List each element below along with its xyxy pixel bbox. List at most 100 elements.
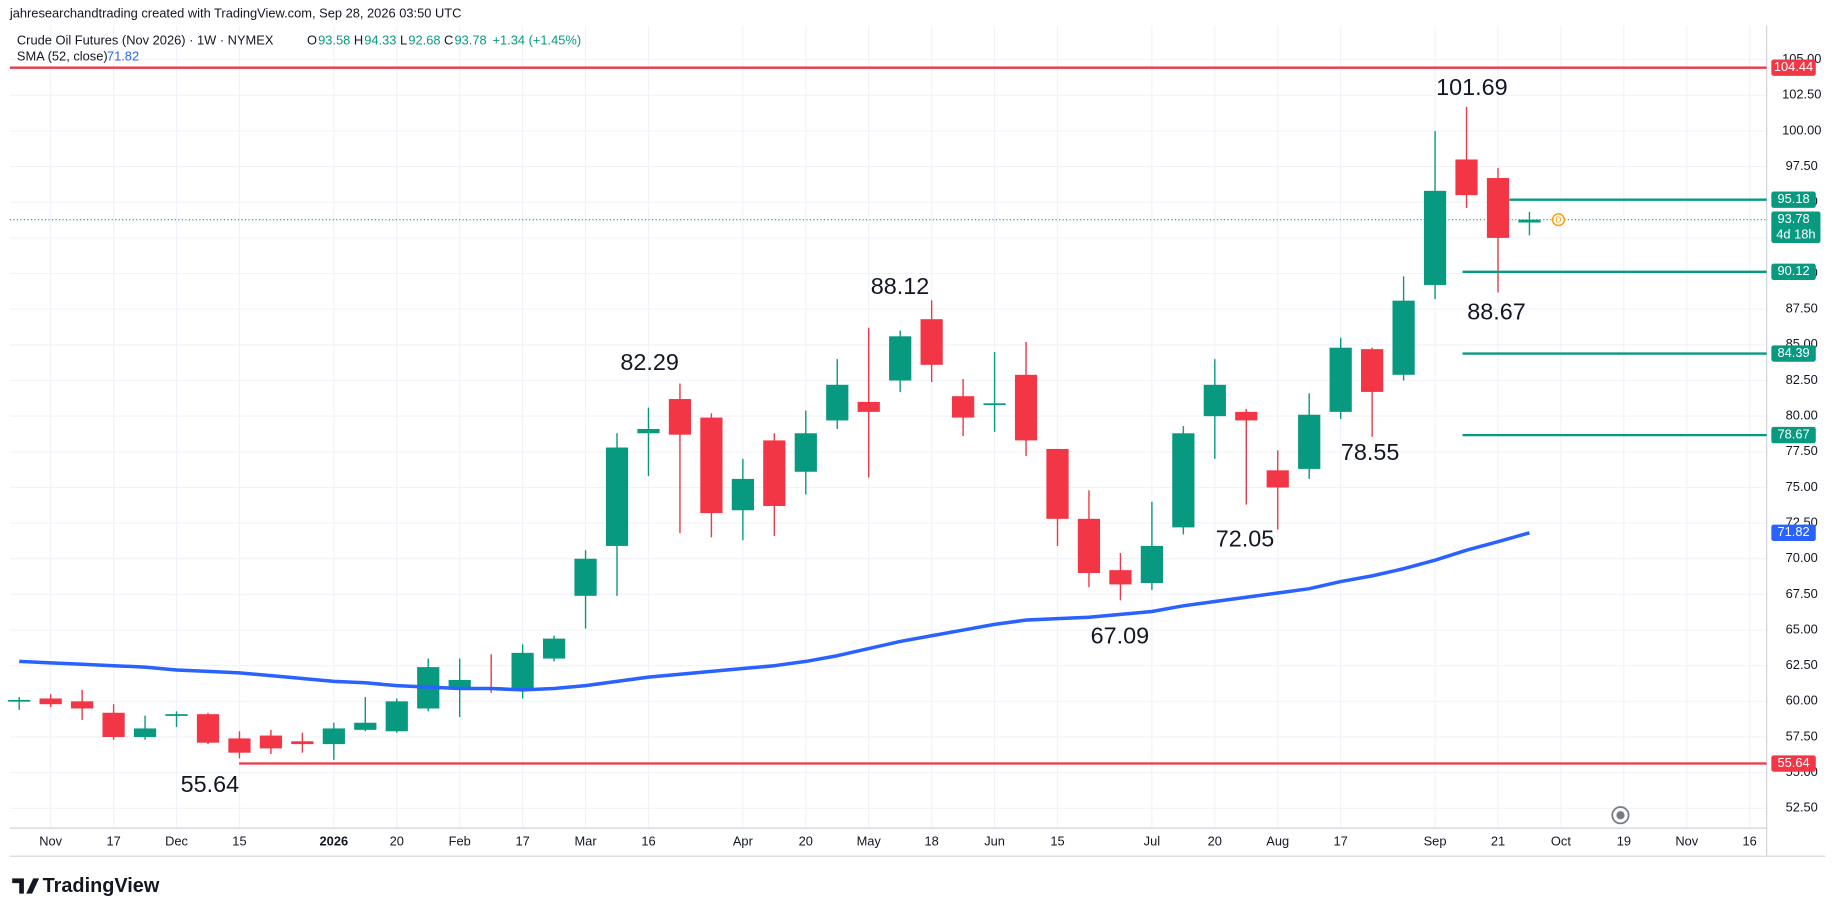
candle-body	[763, 440, 786, 506]
legend-key: L	[400, 32, 407, 47]
legend-key: C	[444, 32, 453, 47]
price-badge-label: 90.12	[1777, 263, 1809, 278]
candle-body	[1518, 219, 1541, 223]
last-price-badge	[1771, 211, 1821, 244]
candle-body	[1361, 349, 1384, 392]
x-tick-label: Apr	[733, 834, 754, 849]
candle-body	[448, 679, 471, 688]
price-annotation: 88.12	[871, 273, 929, 299]
candle-body	[259, 735, 283, 749]
candle-body	[1298, 414, 1321, 469]
price-annotation: 88.67	[1467, 299, 1526, 325]
candle-body	[1486, 178, 1510, 238]
sma-badge	[1771, 524, 1816, 541]
last-price-label: 93.78	[1777, 211, 1809, 226]
logo-text: TradingView	[43, 875, 160, 897]
candle-body	[731, 478, 754, 511]
price-badge	[1771, 191, 1816, 208]
candle-body	[1329, 347, 1352, 412]
x-tick-label: 16	[1743, 834, 1757, 849]
price-annotation: 72.05	[1216, 526, 1275, 552]
price-badge	[1771, 426, 1816, 444]
candle-body	[1266, 470, 1289, 488]
candle-body	[1172, 433, 1195, 528]
candle-body	[511, 652, 534, 690]
price-badge-label: 78.67	[1777, 427, 1809, 442]
legend-value: 93.78	[454, 32, 486, 47]
price-annotation: 55.64	[181, 771, 240, 797]
x-tick-label: 17	[515, 834, 529, 849]
candle-body	[889, 336, 912, 381]
plot	[8, 106, 1767, 760]
candle-body	[1109, 570, 1132, 585]
y-tick-label: 77.50	[1786, 443, 1818, 458]
candle-body	[291, 741, 314, 745]
candle-body	[1392, 300, 1415, 375]
y-tick-label: 60.00	[1786, 693, 1818, 708]
candle-body	[1140, 545, 1164, 583]
candle-body	[354, 722, 377, 730]
event-marker-label: D	[1556, 215, 1562, 224]
candle-body	[1077, 518, 1101, 574]
y-tick-label: 67.50	[1786, 586, 1818, 601]
y-tick-label: 100.00	[1782, 122, 1821, 137]
price-badge	[1771, 59, 1816, 76]
candle-body	[1235, 411, 1258, 421]
countdown: 4d 18h	[1776, 226, 1815, 241]
y-tick-label: 62.50	[1786, 657, 1818, 672]
y-tick-label: 97.50	[1786, 158, 1818, 173]
x-tick-label: 19	[1617, 834, 1631, 849]
candle-body	[1014, 374, 1038, 441]
candle-body	[857, 401, 880, 412]
candle-body	[1423, 190, 1447, 285]
price-badge-label: 104.44	[1774, 59, 1813, 74]
price-annotation: 101.69	[1436, 74, 1508, 100]
x-tick-label: 17	[106, 834, 120, 849]
x-tick-label: 20	[799, 834, 813, 849]
price-badge	[1771, 263, 1816, 281]
candle-body	[920, 319, 943, 365]
attribution: jahresearchandtrading created with Tradi…	[9, 5, 462, 20]
candle-body	[1455, 159, 1478, 196]
x-tick-label: 20	[1208, 834, 1222, 849]
price-annotation: 82.29	[620, 349, 679, 375]
x-tick-label: 16	[641, 834, 655, 849]
price-annotation: 67.09	[1091, 623, 1150, 649]
price-badge	[1771, 755, 1816, 772]
legend-value: 94.33	[364, 32, 396, 47]
y-tick-label: 70.00	[1786, 550, 1818, 565]
x-tick-label: 2026	[320, 834, 349, 849]
x-tick-label: Feb	[449, 834, 471, 849]
x-tick-label: Mar	[574, 834, 597, 849]
y-tick-label: 65.00	[1786, 621, 1818, 636]
x-tick-label: 21	[1491, 834, 1505, 849]
price-badge-label: 55.64	[1777, 755, 1809, 770]
x-tick-label: Nov	[39, 834, 62, 849]
candle-body	[385, 701, 408, 732]
sma-line	[19, 531, 1530, 692]
candle-body	[983, 403, 1006, 406]
candle-body	[196, 714, 220, 743]
legend-change: +1.34 (+1.45%)	[493, 32, 582, 47]
chart-title: Crude Oil Futures (Nov 2026) · 1W · NYME…	[17, 32, 274, 47]
x-tick-label: 15	[232, 834, 246, 849]
x-tick-label: 15	[1050, 834, 1064, 849]
candle-body	[133, 728, 157, 737]
x-tick-label: Jun	[984, 834, 1005, 849]
candle-body	[228, 738, 251, 753]
legend-value: 93.58	[318, 32, 350, 47]
x-tick-label: 20	[390, 834, 404, 849]
price-badge	[1771, 345, 1816, 362]
y-tick-label: 102.50	[1782, 87, 1821, 102]
candle-body	[952, 396, 975, 418]
candle-body	[1203, 384, 1226, 417]
candle-body	[8, 699, 31, 702]
price-badge-label: 95.18	[1777, 191, 1809, 206]
x-tick-label: May	[857, 834, 882, 849]
clock-icon[interactable]	[1611, 806, 1630, 825]
price-badge-label: 84.39	[1777, 345, 1809, 360]
candle-body	[322, 728, 345, 745]
x-tick-label: Dec	[165, 834, 188, 849]
